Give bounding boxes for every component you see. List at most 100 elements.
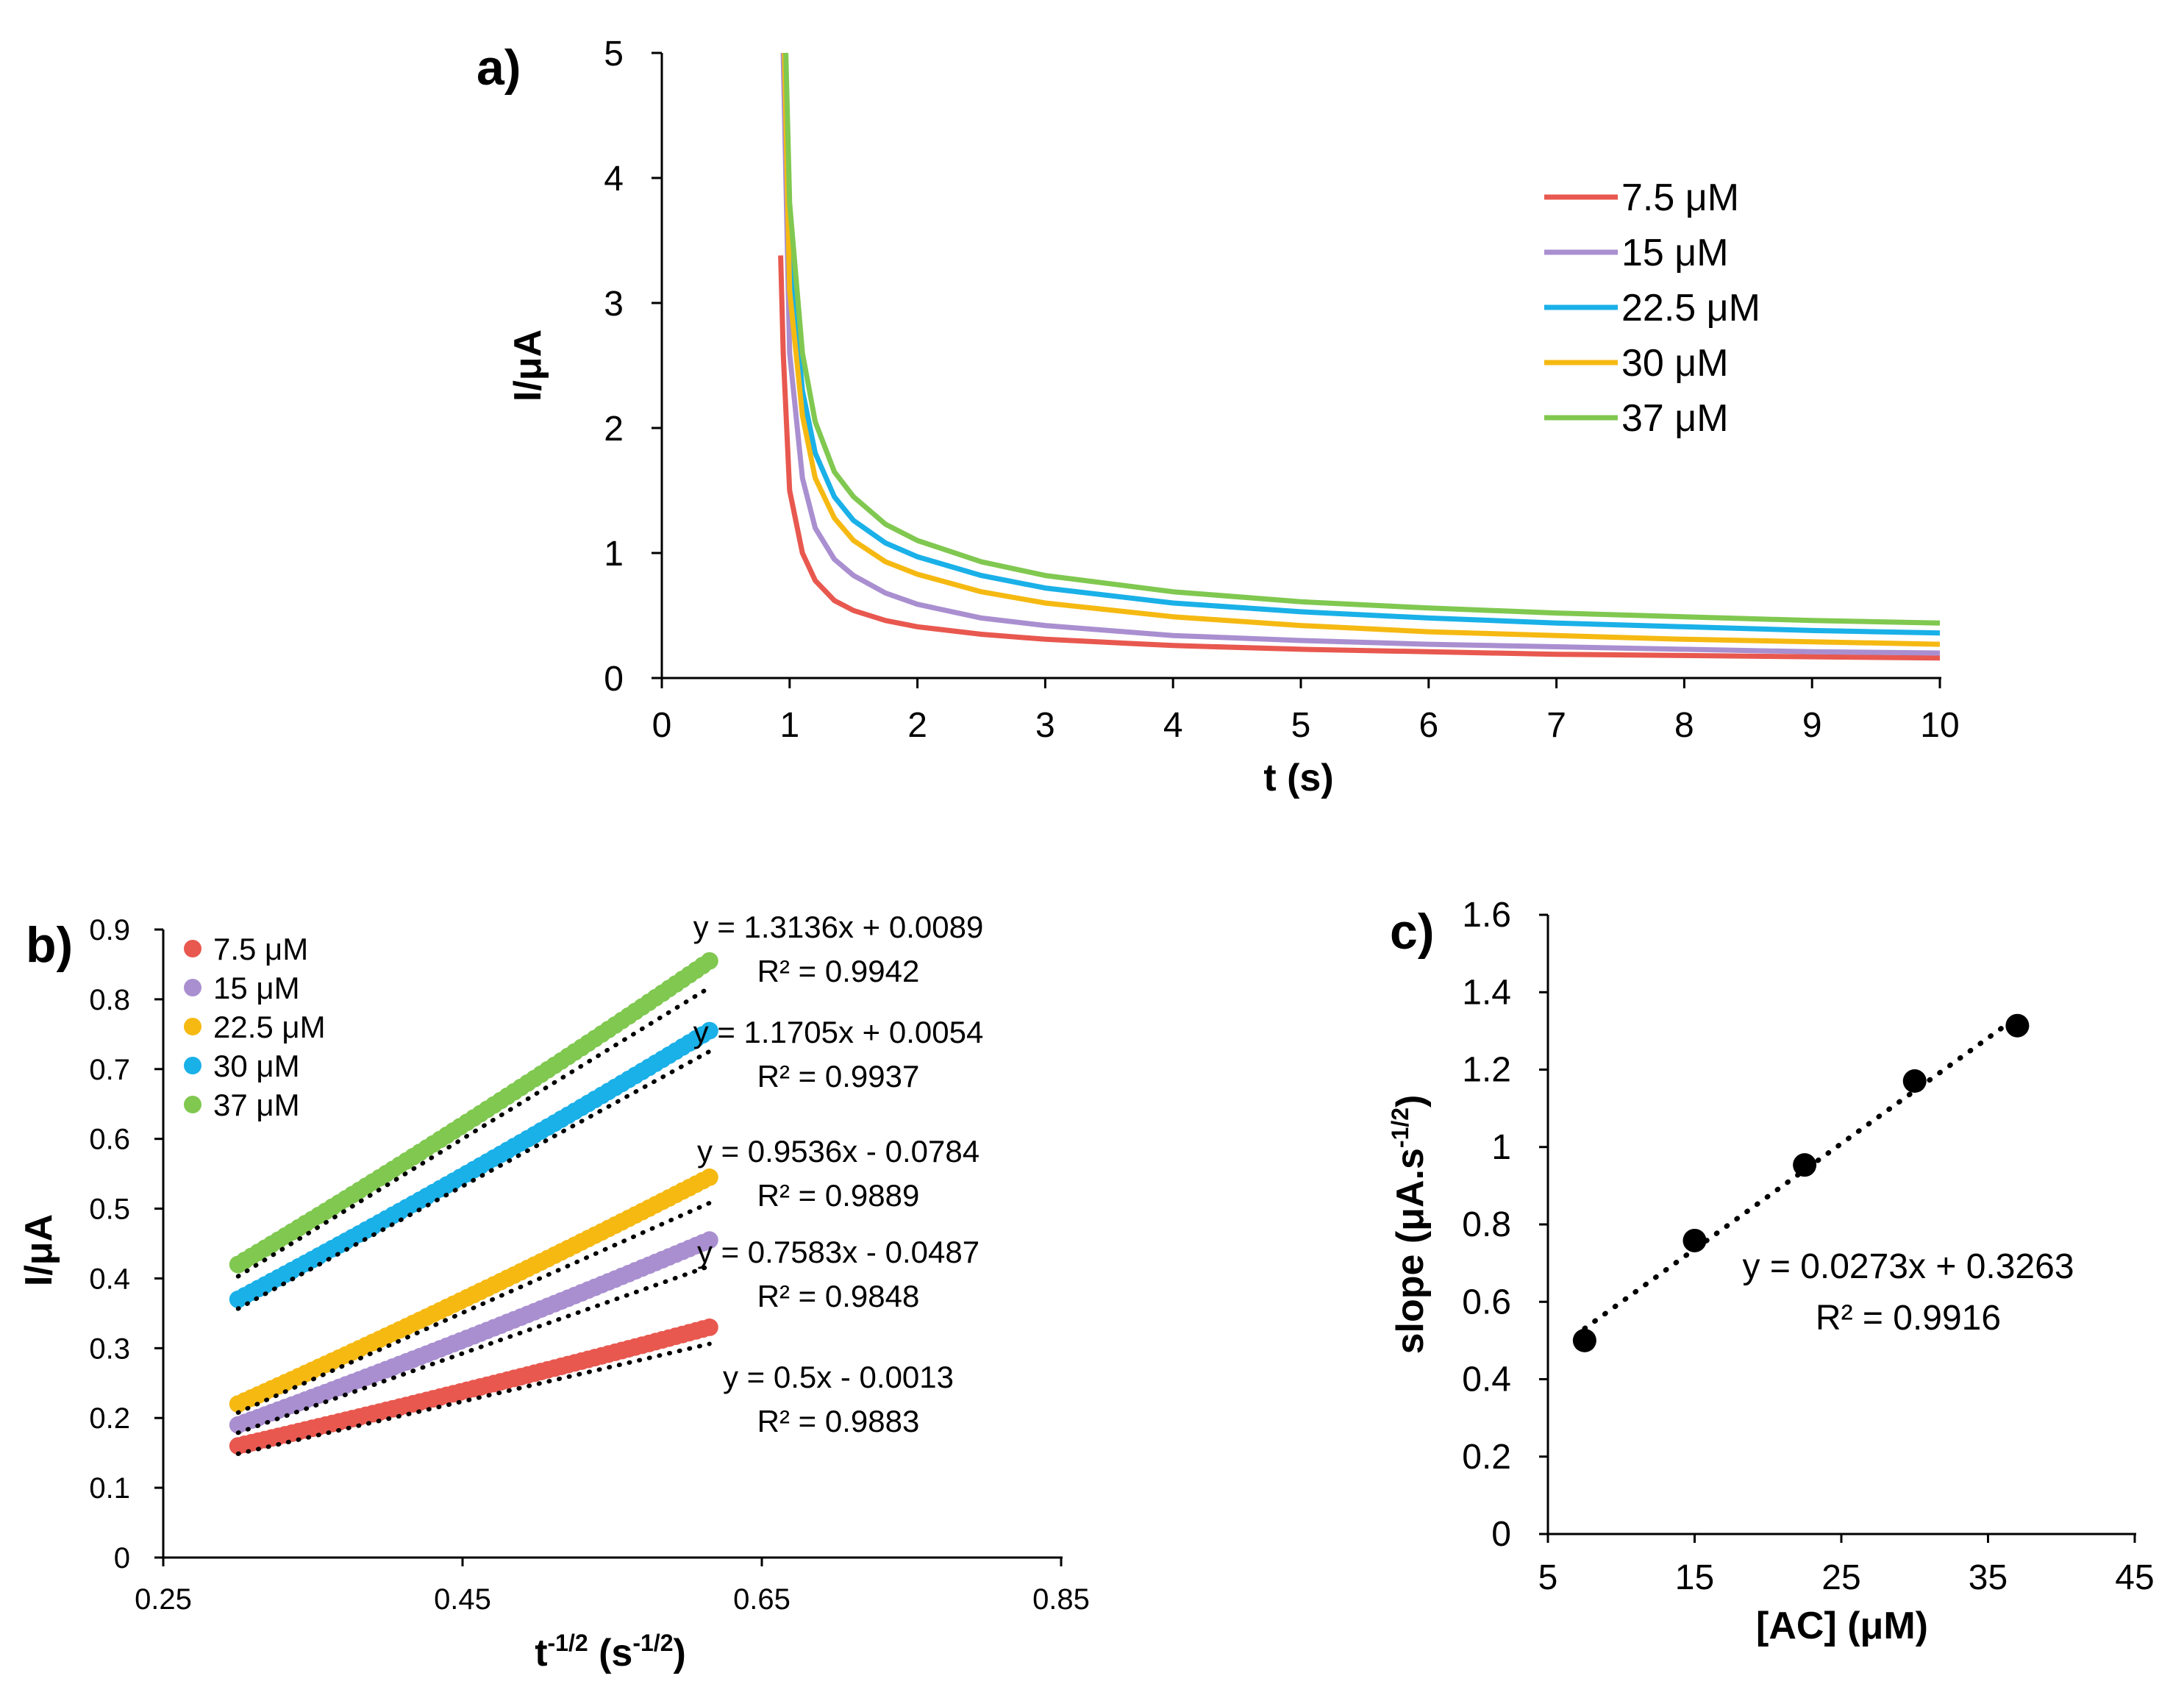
- panel-c-data-point: [1572, 1328, 1596, 1352]
- panel-a-series: [778, 52, 1941, 661]
- panel-a-series-line: [782, 52, 1941, 647]
- panel-b-trendline: [235, 985, 712, 1279]
- panel-b-y-tick-label: 0.4: [89, 1263, 130, 1295]
- panel-b-legend-label: 22.5 μM: [213, 1010, 326, 1044]
- panel-b-data-point: [700, 1021, 718, 1040]
- panel-c-y-tick-label: 0: [1491, 1515, 1511, 1554]
- panel-a-series-line: [780, 52, 1941, 656]
- panel-b-legend-marker: [184, 1057, 201, 1074]
- panel-c-x-label: [AC] (μM): [1756, 1605, 1928, 1647]
- panel-c-y-label-sup: -1/2: [1387, 1107, 1413, 1148]
- panel-a-y-ticks: 0 1 2 3 4 5: [604, 35, 662, 699]
- panel-a-y-label: I/μA: [507, 329, 549, 402]
- panel-b-legend-marker: [184, 1096, 201, 1113]
- panel-b-legend-label: 15 μM: [213, 971, 300, 1005]
- panel-a-y-tick-label: 4: [604, 160, 624, 199]
- panel-b-x-tick-label: 0.85: [1032, 1583, 1090, 1616]
- panel-b-data-point: [700, 952, 718, 970]
- panel-b-r2: R² = 0.9942: [757, 954, 920, 988]
- panel-a-y-tick-label: 2: [604, 410, 624, 449]
- panel-b-series: [229, 1231, 718, 1435]
- panel-c-data-point: [1682, 1228, 1707, 1252]
- panel-c-x-tick-label: 15: [1675, 1558, 1714, 1597]
- panel-a-x-tick-label: 1: [779, 706, 799, 745]
- panel-a-x-tick-label: 4: [1163, 706, 1183, 745]
- panel-b-trendline: [235, 1341, 712, 1456]
- panel-b-trendline: [235, 1049, 712, 1311]
- panel-a-series-line: [778, 255, 1941, 661]
- panel-c-y-label-main: slope (μA.s: [1389, 1148, 1432, 1354]
- panel-a-y-tick-label: 1: [604, 535, 624, 574]
- panel-a-legend-label: 37 μM: [1621, 397, 1729, 440]
- panel-a-legend-label: 30 μM: [1621, 342, 1729, 385]
- panel-b-y-tick-label: 0.5: [89, 1194, 130, 1226]
- panel-b-series: [229, 952, 718, 1456]
- panel-b-legend-label: 7.5 μM: [213, 932, 308, 966]
- panel-a-x-tick-label: 7: [1546, 706, 1566, 745]
- panel-b-x-label-main: t: [535, 1632, 547, 1674]
- panel-b-r2: R² = 0.9889: [757, 1178, 920, 1213]
- panel-c-trendline: [1582, 1014, 2020, 1332]
- panel-c-y-tick-label: 1: [1491, 1128, 1511, 1167]
- panel-c-x-tick-label: 5: [1538, 1558, 1558, 1597]
- panel-b-x-label-sup2: -1/2: [632, 1630, 673, 1656]
- panel-a-y-tick-label: 0: [604, 660, 624, 699]
- panel-a-y-tick-label: 5: [604, 35, 624, 74]
- panel-b-x-label-end: ): [673, 1632, 685, 1674]
- panel-b-y-tick-label: 0.1: [89, 1472, 130, 1505]
- panel-b-legend-marker: [184, 1018, 201, 1035]
- panel-b-legend-marker: [184, 979, 201, 996]
- panel-b-data-point: [700, 1231, 718, 1249]
- panel-a-legend-label: 15 μM: [1621, 232, 1729, 274]
- panel-b-r2: R² = 0.9883: [757, 1404, 920, 1438]
- panel-b-y-tick-label: 0.7: [89, 1054, 130, 1086]
- panel-b-series: [229, 1318, 718, 1456]
- panel-b-y-tick-label: 0.9: [89, 914, 130, 946]
- panel-b-equation: y = 0.5x - 0.0013: [723, 1360, 954, 1394]
- panel-b-equation: y = 0.9536x - 0.0784: [697, 1134, 979, 1169]
- panel-b-equation: y = 0.7583x - 0.0487: [697, 1235, 979, 1269]
- panel-b-equation: y = 1.3136x + 0.0089: [693, 910, 984, 944]
- panel-c-x-tick-label: 45: [2115, 1558, 2154, 1597]
- panel-b-x-tick-label: 0.65: [733, 1583, 791, 1616]
- panel-c-label: c): [1390, 904, 1434, 960]
- panel-a-legend: 7.5 μM 15 μM 22.5 μM 30 μM 37 μM: [1544, 176, 1760, 440]
- panel-b-label: b): [26, 917, 73, 973]
- panel-b-x-label: t-1/2 (s-1/2): [535, 1630, 686, 1674]
- panel-a-x-tick-label: 2: [907, 706, 927, 745]
- panel-c-y-label: slope (μA.s-1/2): [1387, 1095, 1432, 1355]
- panel-a-x-tick-label: 3: [1035, 706, 1055, 745]
- panel-b-x-ticks: 0.25 0.45 0.65 0.85: [135, 1558, 1090, 1616]
- panel-a-x-tick-label: 0: [652, 706, 672, 745]
- panel-a: a) 0 1 2 3 4 5 0 1 2 3 4 5 6 7 8 9 10 t (s) I/μA 7.5 μM…: [477, 35, 1960, 799]
- panel-b-x-tick-label: 0.45: [434, 1583, 491, 1616]
- panel-a-y-tick-label: 3: [604, 285, 624, 324]
- panel-b-legend-label: 37 μM: [213, 1088, 300, 1122]
- panel-c-y-tick-label: 1.6: [1462, 896, 1511, 935]
- panel-b-equation: y = 1.1705x + 0.0054: [693, 1015, 984, 1049]
- panel-a-x-ticks: 0 1 2 3 4 5 6 7 8 9 10: [652, 678, 1960, 745]
- panel-b-trendline: [235, 1200, 712, 1415]
- panel-c-points: [1572, 1013, 2030, 1352]
- panel-c-equation: y = 0.0273x + 0.3263: [1742, 1247, 2074, 1286]
- panel-b-y-tick-label: 0.3: [89, 1333, 130, 1365]
- panel-c-y-tick-label: 0.4: [1462, 1360, 1511, 1399]
- panel-a-label: a): [477, 40, 521, 96]
- panel-c-x-ticks: 5 15 25 35 45: [1538, 1534, 2155, 1597]
- panel-b-x-label-sup1: -1/2: [548, 1630, 588, 1656]
- panel-a-legend-label: 22.5 μM: [1621, 287, 1760, 329]
- panel-b-data-point: [700, 1168, 718, 1186]
- panel-c-trendline-group: [1582, 1014, 2020, 1332]
- panel-a-series-line: [783, 52, 1941, 626]
- panel-b-y-ticks: 0 0.1 0.2 0.3 0.4 0.5 0.6 0.7 0.8 0.9: [89, 914, 163, 1574]
- panel-b-data-point: [700, 1318, 718, 1336]
- panel-a-x-tick-label: 8: [1674, 706, 1694, 745]
- panel-b: b) 0 0.1 0.2 0.3 0.4 0.5 0.6 0.7 0.8 0.9 0.25 0.45…: [18, 910, 1090, 1674]
- panel-b-y-tick-label: 0.2: [89, 1402, 130, 1435]
- panel-c-x-tick-label: 25: [1821, 1558, 1860, 1597]
- panel-b-x-label-mid: (s: [588, 1632, 633, 1674]
- panel-b-r2: R² = 0.9937: [757, 1059, 920, 1094]
- panel-c-y-tick-label: 0.2: [1462, 1438, 1511, 1477]
- panel-b-legend-label: 30 μM: [213, 1049, 300, 1083]
